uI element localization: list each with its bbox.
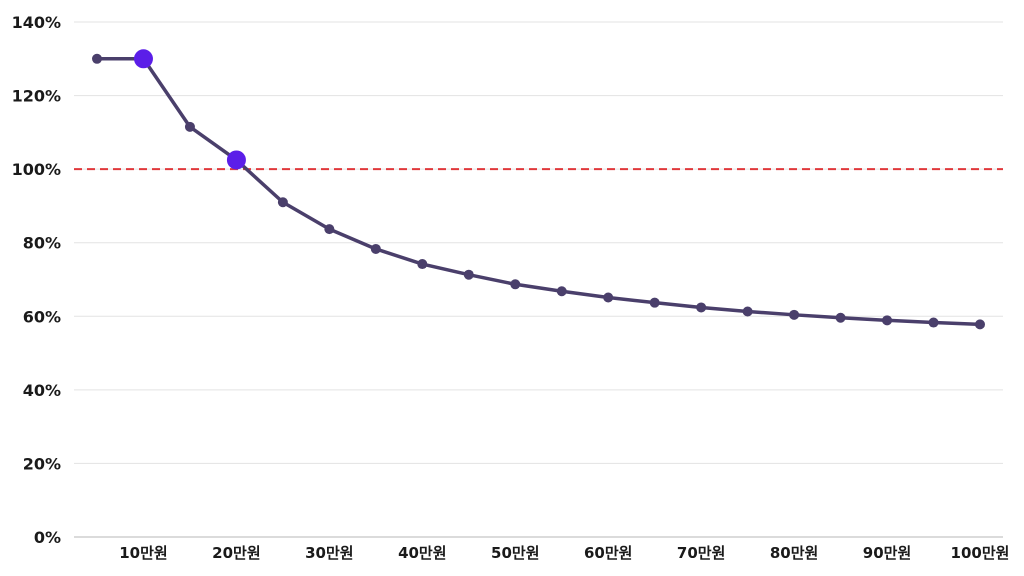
gridlines bbox=[74, 21, 1003, 538]
data-point bbox=[184, 121, 195, 132]
x-tick-label: 80만원 bbox=[770, 544, 818, 562]
y-tick-label: 0% bbox=[34, 528, 61, 547]
x-tick-label: 100만원 bbox=[951, 544, 1010, 562]
data-point bbox=[556, 286, 567, 297]
x-axis: 10만원 20만원 30만원 40만원 50만원 60만원 70만원 80만원 90만원 100만… bbox=[119, 544, 1009, 562]
data-point bbox=[417, 259, 428, 270]
data-point bbox=[277, 197, 288, 208]
data-point bbox=[510, 279, 521, 290]
data-point bbox=[324, 224, 335, 235]
y-tick-label: 80% bbox=[23, 234, 61, 253]
data-point bbox=[92, 53, 102, 64]
x-tick-label: 10만원 bbox=[119, 544, 167, 562]
data-point bbox=[835, 312, 846, 323]
data-point bbox=[789, 309, 800, 320]
data-point bbox=[463, 269, 474, 280]
data-point bbox=[975, 319, 985, 330]
data-point bbox=[649, 297, 660, 308]
highlighted-data-point bbox=[226, 150, 246, 170]
data-point bbox=[603, 292, 614, 303]
x-tick-label: 70만원 bbox=[677, 544, 725, 562]
series-line bbox=[95, 57, 982, 327]
x-tick-label: 40만원 bbox=[398, 544, 446, 562]
highlighted-data-point bbox=[133, 49, 153, 69]
x-tick-label: 20만원 bbox=[212, 544, 260, 562]
x-tick-label: 50만원 bbox=[491, 544, 539, 562]
y-tick-label: 60% bbox=[23, 307, 61, 326]
data-points bbox=[92, 49, 985, 330]
data-point bbox=[882, 315, 893, 326]
x-tick-label: 90만원 bbox=[863, 544, 911, 562]
y-tick-label: 140% bbox=[12, 13, 61, 32]
data-point bbox=[370, 243, 381, 254]
y-tick-label: 40% bbox=[23, 381, 61, 400]
data-point bbox=[928, 317, 939, 328]
x-tick-label: 30만원 bbox=[305, 544, 353, 562]
x-tick-label: 60만원 bbox=[584, 544, 632, 562]
data-point bbox=[696, 302, 707, 313]
y-tick-label: 20% bbox=[23, 454, 61, 473]
data-point bbox=[742, 306, 753, 317]
y-axis: 0% 20% 40% 60% 80% 100% 120% 140% bbox=[12, 13, 61, 547]
y-tick-label: 120% bbox=[12, 87, 61, 106]
y-tick-label: 100% bbox=[12, 160, 61, 179]
